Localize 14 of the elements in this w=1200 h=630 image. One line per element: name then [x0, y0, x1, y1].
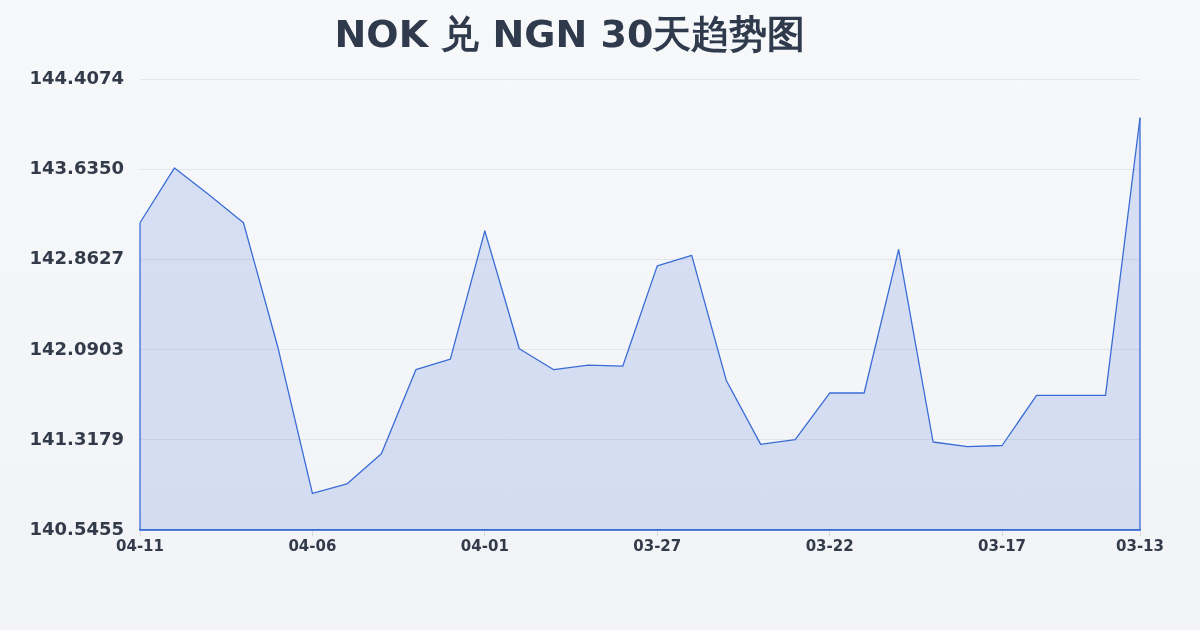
x-tick-label: 03-13: [1116, 536, 1164, 555]
x-tick-label: 04-06: [288, 536, 337, 555]
x-tick-label: 04-11: [116, 536, 164, 555]
y-tick-label: 142.0903: [29, 337, 124, 359]
chart-title: NOK 兑 NGN 30天趋势图: [334, 11, 806, 56]
x-tick-label: 03-22: [805, 536, 854, 555]
y-tick-label: 142.8627: [29, 247, 124, 269]
y-tick-label: 140.5455: [29, 517, 124, 539]
y-tick-label: 143.6350: [29, 157, 124, 179]
x-tick-label: 03-27: [633, 536, 682, 555]
y-tick-label: 144.4074: [29, 67, 124, 89]
y-tick-label: 141.3179: [29, 427, 124, 449]
x-tick-label: 03-17: [978, 536, 1027, 555]
x-tick-label: 04-01: [460, 536, 509, 555]
